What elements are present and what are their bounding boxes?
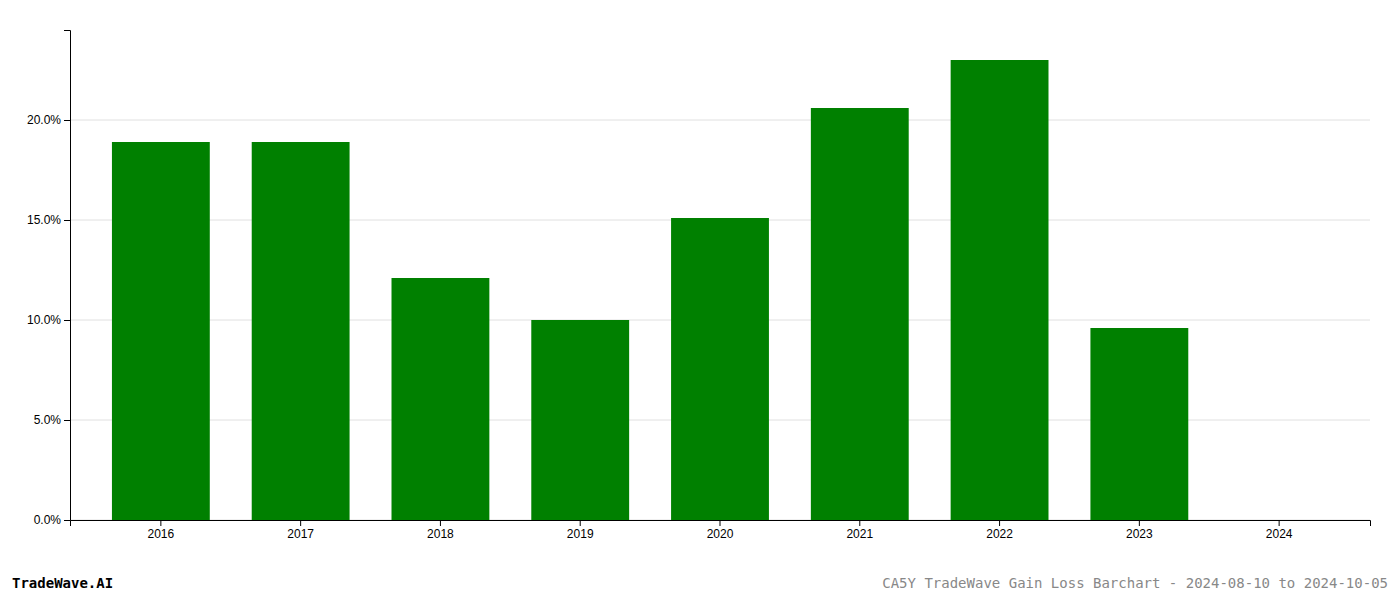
tick: 2016 (148, 520, 175, 541)
tick-label: 5.0% (34, 413, 62, 427)
tick: 5.0% (34, 413, 70, 427)
tick: 15.0% (27, 213, 70, 227)
tick: 2024 (1266, 520, 1293, 541)
tick: 2018 (427, 520, 454, 541)
tick: 2019 (567, 520, 594, 541)
bar (531, 320, 629, 520)
tick-mark (64, 220, 70, 221)
bars (112, 60, 1188, 520)
y-axis: 0.0% 5.0% 10.0% 15.0% 20.0% (27, 31, 71, 528)
bar (112, 142, 210, 520)
bar (811, 108, 909, 520)
tick: 2023 (1126, 520, 1153, 541)
tick-mark (440, 520, 441, 526)
footer-right: CA5Y TradeWave Gain Loss Barchart - 2024… (882, 575, 1388, 591)
grid (70, 120, 1370, 520)
tick-label: 2018 (427, 527, 454, 541)
bar (671, 218, 769, 520)
tick-label: 20.0% (27, 113, 61, 127)
tick-mark (160, 520, 161, 526)
plot: 0.0%5.0%10.0%15.0%20.0%20162017201820192… (27, 31, 1371, 541)
tick-label: 2020 (707, 527, 734, 541)
tick-mark (720, 520, 721, 526)
tick: 10.0% (27, 313, 70, 327)
tick-label: 2017 (287, 527, 314, 541)
tick: 20.0% (27, 113, 70, 127)
tick-label: 2016 (148, 527, 175, 541)
tick-mark (300, 520, 301, 526)
grid-line (70, 120, 1370, 121)
bar (1090, 328, 1188, 520)
tick-label: 0.0% (34, 513, 62, 527)
tick-label: 2021 (846, 527, 873, 541)
tick-label: 2022 (986, 527, 1013, 541)
tick-mark (64, 420, 70, 421)
tick-label: 2024 (1266, 527, 1293, 541)
tick-mark (1279, 520, 1280, 526)
x-axis: 2016 2017 2018 2019 2020 2021 2022 2023 2024 (71, 520, 1371, 541)
tick: 2022 (986, 520, 1013, 541)
tick: 2020 (707, 520, 734, 541)
chart: 0.0%5.0%10.0%15.0%20.0%20162017201820192… (0, 0, 1400, 600)
tick-label: 10.0% (27, 313, 61, 327)
tick: 0.0% (34, 513, 70, 527)
tick-label: 15.0% (27, 213, 61, 227)
tick-mark (580, 520, 581, 526)
footer-left: TradeWave.AI (12, 575, 113, 591)
tick-mark (1139, 520, 1140, 526)
tick-mark (64, 320, 70, 321)
axis-line (71, 521, 1371, 527)
tick-label: 2019 (567, 527, 594, 541)
tick-mark (999, 520, 1000, 526)
tick: 2017 (287, 520, 314, 541)
tick-mark (859, 520, 860, 526)
tick: 2021 (846, 520, 873, 541)
bar (951, 60, 1049, 520)
tick-mark (64, 520, 70, 521)
tick-mark (64, 120, 70, 121)
bar (252, 142, 350, 520)
axis-line (64, 31, 71, 521)
bar (392, 278, 490, 520)
tick-label: 2023 (1126, 527, 1153, 541)
bar (1230, 520, 1328, 521)
